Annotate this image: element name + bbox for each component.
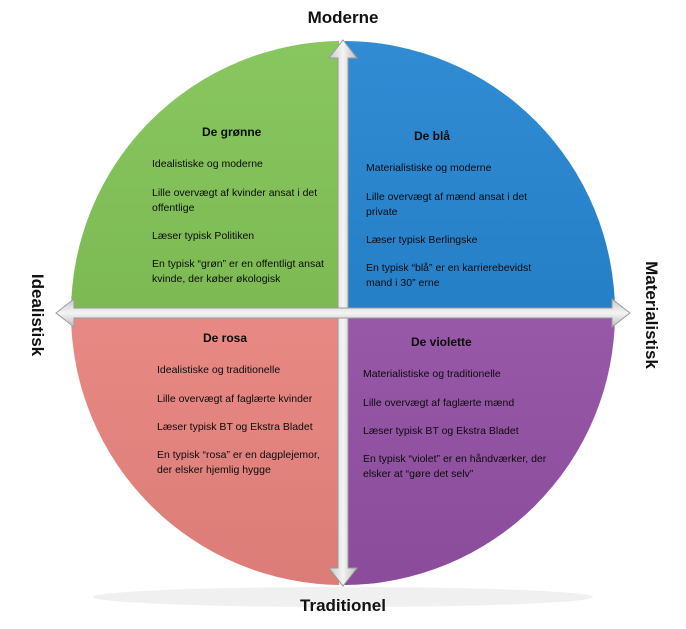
quadrant-item: Lille overvægt af kvinder ansat i det of… <box>152 186 318 214</box>
quadrant-item: En typisk “blå” er en karrierebevidst ma… <box>366 262 532 290</box>
quadrant-title: De blå <box>414 129 451 143</box>
quadrant-item: Materialistiske og traditionelle <box>363 368 501 381</box>
axis-label-idealistisk: Idealistisk <box>28 273 47 357</box>
axis-label-materialistisk: Materialistisk <box>642 261 661 369</box>
quadrant-title: De rosa <box>203 331 248 345</box>
quadrant-text-green: De grønne Idealistiske og moderne Lille … <box>152 124 332 301</box>
quadrant-title: De grønne <box>202 125 262 139</box>
quadrant-item: Lille overvægt af faglærte mænd <box>363 396 515 409</box>
quadrant-item: Læser typisk BT og Ekstra Bladet <box>363 424 519 437</box>
quadrant-item: Idealistiske og moderne <box>152 158 263 171</box>
axis-label-traditionel: Traditionel <box>300 596 386 615</box>
quadrant-item: Læser typisk BT og Ekstra Bladet <box>157 420 313 433</box>
quadrant-item: En typisk “rosa” er en dagplejemor, der … <box>157 449 320 477</box>
quadrant-text-blue: De blå Materialistiske og moderne Lille … <box>366 128 552 305</box>
quadrant-item: En typisk “grøn” er en offentligt ansat … <box>152 258 324 286</box>
quadrant-item: En typisk “violet” er en håndværker, der… <box>363 453 547 481</box>
axis-label-moderne: Moderne <box>307 8 379 27</box>
quadrant-item: Idealistiske og traditionelle <box>157 364 281 377</box>
quadrant-title: De violette <box>411 335 472 349</box>
quadrant-item: Lille overvægt af mænd ansat i det priva… <box>366 190 528 218</box>
horizontal-axis-arrow <box>55 297 631 329</box>
quadrant-item: Læser typisk Berlingske <box>366 234 478 247</box>
quadrant-item: Lille overvægt af faglærte kvinder <box>157 392 313 405</box>
quadrant-item: Læser typisk Politiken <box>152 230 255 243</box>
quadrant-text-violet: De violette Materialistiske og tradition… <box>363 334 553 495</box>
quadrant-item: Materialistiske og moderne <box>366 162 492 175</box>
quadrant-text-pink: De rosa Idealistiske og traditionelle Li… <box>157 330 337 491</box>
